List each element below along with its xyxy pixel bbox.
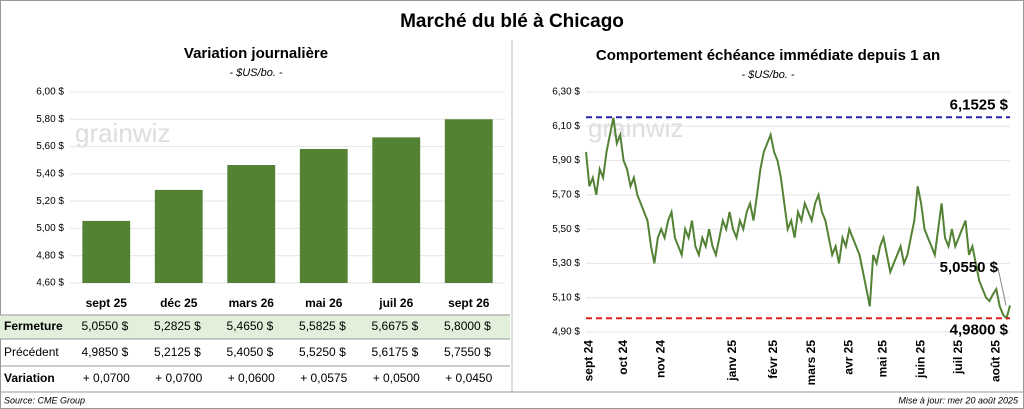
y-tick-label: 6,10 $ xyxy=(552,121,580,132)
bar xyxy=(227,164,276,283)
row-label: Précédent xyxy=(4,345,59,359)
table-cell: 5,5250 $ xyxy=(299,345,346,359)
value-label: 5,2825 $ xyxy=(154,319,201,333)
y-tick-label: 4,80 $ xyxy=(36,250,64,261)
row-label: Variation xyxy=(4,371,55,385)
x-tick-label: sept 24 xyxy=(582,340,596,382)
y-tick-label: 5,30 $ xyxy=(552,258,580,269)
x-tick-label: nov 24 xyxy=(653,340,667,378)
y-tick-label: 5,80 $ xyxy=(36,114,64,125)
table-cell: 5,4050 $ xyxy=(227,345,274,359)
y-tick-label: 5,70 $ xyxy=(552,189,580,200)
reference-label: 6,1525 $ xyxy=(950,96,1009,113)
y-tick-label: 5,20 $ xyxy=(36,196,64,207)
x-tick-label: févr 25 xyxy=(766,340,780,379)
x-tick-label: mai 26 xyxy=(305,296,343,310)
reference-label: 4,9800 $ xyxy=(950,321,1009,338)
y-tick-label: 5,40 $ xyxy=(36,168,64,179)
chart-title: Variation journalière xyxy=(184,45,328,62)
bar xyxy=(82,220,131,283)
row-highlight xyxy=(0,315,510,339)
x-tick-label: janv 25 xyxy=(725,340,739,382)
table-cell: 5,6175 $ xyxy=(372,345,419,359)
y-tick-label: 4,60 $ xyxy=(36,278,64,289)
value-label: 5,0550 $ xyxy=(82,319,129,333)
value-label: 5,4650 $ xyxy=(227,319,274,333)
bar xyxy=(372,137,421,283)
watermark: grainwiz xyxy=(75,118,170,148)
table-cell: 4,9850 $ xyxy=(82,345,129,359)
x-tick-label: mars 26 xyxy=(229,296,275,310)
table-cell: + 0,0450 xyxy=(445,371,492,385)
y-tick-label: 5,50 $ xyxy=(552,224,580,235)
value-label: 5,5825 $ xyxy=(299,319,346,333)
x-tick-label: sept 25 xyxy=(86,296,128,310)
chart-subtitle: - $US/bo. - xyxy=(741,69,795,81)
x-tick-label: avr 25 xyxy=(841,340,855,375)
table-cell: + 0,0500 xyxy=(373,371,420,385)
bar xyxy=(154,189,203,283)
source: Source: CME Group xyxy=(4,395,85,405)
x-tick-label: mai 25 xyxy=(876,340,890,378)
value-label: 5,6675 $ xyxy=(372,319,419,333)
x-tick-label: juil 26 xyxy=(378,296,413,310)
x-tick-label: juil 25 xyxy=(951,340,965,375)
table-cell: 5,7550 $ xyxy=(444,345,491,359)
annotation-label: 5,0550 $ xyxy=(940,259,999,276)
annotation-leader xyxy=(997,267,1007,306)
x-tick-label: mars 25 xyxy=(804,340,818,386)
x-tick-label: août 25 xyxy=(988,340,1002,382)
value-label: 5,8000 $ xyxy=(444,319,491,333)
table-cell: + 0,0700 xyxy=(155,371,202,385)
y-tick-label: 5,10 $ xyxy=(552,292,580,303)
x-tick-label: déc 25 xyxy=(160,296,198,310)
y-tick-label: 4,90 $ xyxy=(552,327,580,338)
y-tick-label: 5,60 $ xyxy=(36,141,64,152)
y-tick-label: 5,00 $ xyxy=(36,223,64,234)
y-tick-label: 6,30 $ xyxy=(552,87,580,98)
price-line xyxy=(585,117,1011,321)
updated: Mise à jour: mer 20 août 2025 xyxy=(898,395,1019,405)
page-title: Marché du blé à Chicago xyxy=(400,11,624,32)
y-tick-label: 6,00 $ xyxy=(36,87,64,98)
table-cell: + 0,0600 xyxy=(228,371,275,385)
chart-subtitle: - $US/bo. - xyxy=(229,67,283,79)
bar xyxy=(444,119,493,284)
chart-title: Comportement échéance immédiate depuis 1… xyxy=(596,47,940,64)
x-tick-label: sept 26 xyxy=(448,296,490,310)
table-cell: + 0,0575 xyxy=(300,371,347,385)
table-cell: 5,2125 $ xyxy=(154,345,201,359)
table-cell: + 0,0700 xyxy=(83,371,130,385)
y-tick-label: 5,90 $ xyxy=(552,155,580,166)
bar xyxy=(299,148,348,283)
x-tick-label: oct 24 xyxy=(616,340,630,375)
x-tick-label: juin 25 xyxy=(913,340,927,379)
row-label: Fermeture xyxy=(4,319,63,333)
